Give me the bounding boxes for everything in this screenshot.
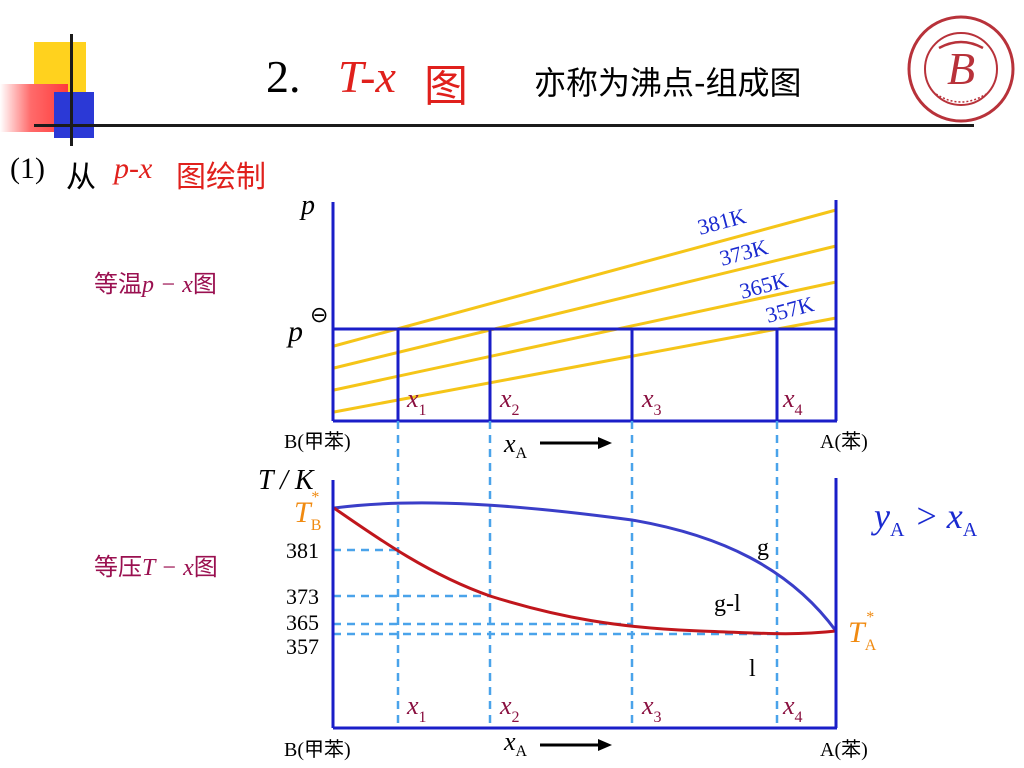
vapor-curve: [333, 501, 838, 632]
isotherm-lines: [333, 208, 837, 414]
top-x-tick-labels: x1 x2 x3 x4: [406, 384, 803, 419]
title-tx: T-x: [338, 51, 396, 102]
college-seal-logo: B: [907, 15, 1015, 123]
svg-text:x4: x4: [782, 384, 803, 419]
subtitle: 亦称为沸点-组成图: [534, 64, 802, 102]
svg-text:B: B: [947, 43, 975, 94]
svg-text:x1: x1: [406, 384, 427, 419]
top-x-axis-label: xA: [503, 429, 528, 462]
decor-horizontal-line: [34, 124, 974, 127]
ta-star-label: TA*: [848, 609, 877, 654]
tick-357: 357: [286, 634, 319, 659]
region-gl: g-l: [714, 591, 741, 617]
svg-text:x2: x2: [499, 384, 520, 419]
section-number: (1): [10, 152, 45, 185]
svg-text:x1: x1: [406, 691, 427, 726]
dashed-verticals: [396, 421, 779, 728]
bottom-axis-T: T / K: [258, 465, 315, 496]
dashed-horizontals: [333, 548, 777, 636]
svg-text:x3: x3: [641, 691, 662, 726]
tb-star-label: TB*: [294, 489, 321, 534]
label-isobaric: 等压T − x图: [94, 553, 218, 581]
bottom-x-tick-labels: x1 x2 x3 x4: [406, 691, 803, 726]
bottom-right-end: A(苯): [820, 738, 868, 761]
tick-373: 373: [286, 584, 319, 609]
bottom-x-arrow: [540, 739, 612, 751]
region-g: g: [757, 535, 769, 561]
tick-381: 381: [286, 538, 319, 563]
top-x-arrow: [540, 437, 612, 449]
region-l: l: [749, 656, 756, 682]
p-standard-sup: ⊖: [310, 302, 328, 327]
section-px: p-x: [114, 152, 153, 185]
section-from: 从: [66, 160, 96, 195]
decor-vertical-line: [70, 34, 73, 146]
bottom-y-tick-labels: 381 373 365 357: [286, 538, 319, 659]
svg-text:x2: x2: [499, 691, 520, 726]
isotherm-357: [333, 316, 837, 414]
isotherm-373: [333, 244, 837, 370]
isotherm-365: [333, 280, 837, 392]
top-left-end: B(甲苯): [284, 430, 351, 453]
top-x-verticals: [396, 329, 779, 420]
label-isothermal: 等温p − x图: [94, 270, 217, 298]
svg-text:x4: x4: [782, 691, 803, 726]
section-draw: 图绘制: [176, 160, 266, 195]
p-standard-label: p: [286, 315, 303, 348]
title-cn: 图: [424, 61, 468, 112]
decor-blue-square: [54, 92, 94, 138]
svg-text:x3: x3: [641, 384, 662, 419]
bottom-x-axis-label: xA: [503, 727, 528, 760]
top-axes: [331, 200, 838, 423]
top-right-end: A(苯): [820, 430, 868, 453]
tick-365: 365: [286, 610, 319, 635]
title-number: 2.: [266, 51, 301, 102]
top-axis-p: p: [299, 190, 315, 221]
relation-ya-gt-xa: yA > xA: [871, 496, 978, 541]
liquid-curve: [333, 506, 837, 636]
bottom-axes: [331, 478, 838, 730]
isotherm-381: [333, 208, 837, 348]
bottom-left-end: B(甲苯): [284, 738, 351, 761]
